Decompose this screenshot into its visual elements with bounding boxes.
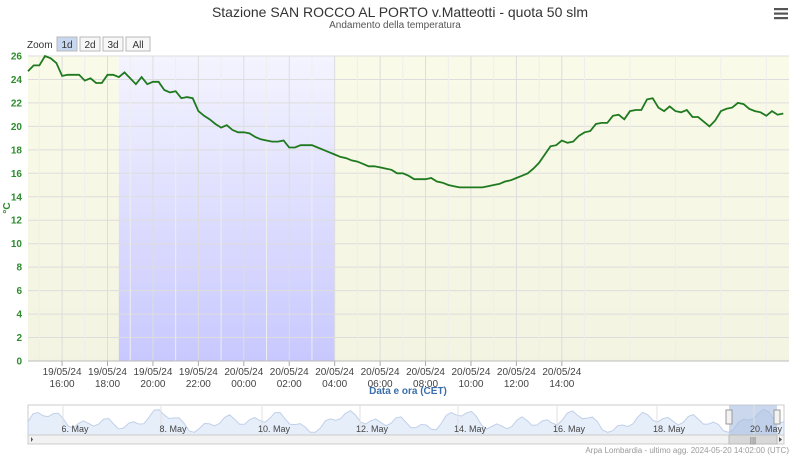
navigator-date-label: 16. May [553,424,586,434]
y-tick-label: 0 [16,357,22,368]
zoom-3d-button[interactable] [102,36,124,52]
zoom-All-button[interactable] [125,36,151,52]
zoom-button-label: 1d [61,40,72,51]
x-tick-date: 20/05/24 [497,367,536,378]
x-tick-time: 04:00 [322,379,347,390]
x-tick-date: 20/05/24 [406,367,445,378]
y-tick-label: 14 [11,192,23,203]
zoom-1d-button[interactable] [56,36,78,52]
grid-lines [28,55,789,362]
x-axis-ticks: 19/05/2416:0019/05/2418:0019/05/2420:001… [28,360,789,390]
y-tick-label: 26 [11,52,23,63]
scroll-right-arrow-icon[interactable] [779,437,782,442]
y-tick-label: 16 [11,169,23,180]
zoom-button-label: All [132,40,143,51]
x-tick-date: 20/05/24 [542,367,581,378]
x-tick-date: 20/05/24 [270,367,309,378]
navigator-date-label: 18. May [653,424,686,434]
navigator-date-label: 20. May [750,424,783,434]
x-tick-time: 08:00 [413,379,438,390]
plot-band [118,56,335,361]
navigator-left-handle[interactable] [725,409,733,425]
y-axis-title: °C [2,202,13,213]
navigator-date-label: 6. May [61,424,89,434]
navigator-date-label: 12. May [356,424,389,434]
x-tick-date: 20/05/24 [224,367,263,378]
scrollbar-track[interactable] [27,434,785,445]
x-tick-time: 20:00 [140,379,165,390]
navigator-right-handle[interactable] [773,409,781,425]
temperature-line [27,54,784,189]
scroll-left-arrow-icon[interactable] [31,437,33,442]
zoom-2d-button[interactable] [79,36,101,52]
zoom-button-label: 2d [84,40,95,51]
chart-subtitle: Andamento della temperatura [329,20,461,31]
x-tick-time: 22:00 [186,379,211,390]
navigator-series [27,408,785,436]
x-tick-time: 00:00 [231,379,256,390]
x-tick-time: 16:00 [50,379,75,390]
x-tick-date: 20/05/24 [361,367,400,378]
scrollbar-thumb[interactable] [728,434,778,445]
chart-title: Stazione SAN ROCCO AL PORTO v.Matteotti … [212,4,588,20]
navigator[interactable]: 6. May 8. May 10. May 12. May 14. May 16. May… [27,404,785,445]
plot-bands [28,56,789,361]
x-tick-date: 19/05/24 [133,367,172,378]
y-tick-label: 10 [11,239,23,250]
navigator-date-label: 8. May [159,424,187,434]
x-tick-date: 19/05/24 [43,367,82,378]
hamburger-menu-icon[interactable] [774,8,788,20]
x-tick-time: 12:00 [504,379,529,390]
y-tick-label: 20 [11,122,23,133]
y-tick-label: 6 [16,286,22,297]
navigator-date-label: 14. May [454,424,487,434]
x-tick-date: 19/05/24 [88,367,127,378]
navigator-selection[interactable] [729,405,777,435]
x-tick-date: 20/05/24 [315,367,354,378]
y-tick-label: 24 [11,75,23,86]
x-tick-time: 06:00 [368,379,393,390]
x-tick-date: 19/05/24 [179,367,218,378]
navigator-labels: 6. May 8. May 10. May 12. May 14. May 16. May… [61,405,783,435]
scrollbar-grip-icon: ||| [750,436,756,445]
y-tick-label: 8 [16,263,22,274]
x-tick-time: 10:00 [458,379,483,390]
x-tick-time: 18:00 [95,379,120,390]
y-tick-label: 4 [16,310,22,321]
zoom-buttons: 1d 2d 3d All [56,36,151,52]
plot-band [28,56,119,361]
zoom-label: Zoom [27,40,53,51]
y-tick-label: 2 [16,333,22,344]
credit-text: Arpa Lombardia - ultimo agg. 2024-05-20 … [585,446,789,455]
zoom-button-label: 3d [107,40,118,51]
x-tick-time: 02:00 [277,379,302,390]
y-tick-label: 12 [11,216,23,227]
navigator-date-label: 10. May [258,424,291,434]
x-tick-time: 14:00 [549,379,574,390]
y-tick-label: 22 [11,98,23,109]
x-axis-title: Data e ora (CET) [369,386,447,397]
y-tick-label: 18 [11,145,23,156]
x-tick-date: 20/05/24 [452,367,491,378]
